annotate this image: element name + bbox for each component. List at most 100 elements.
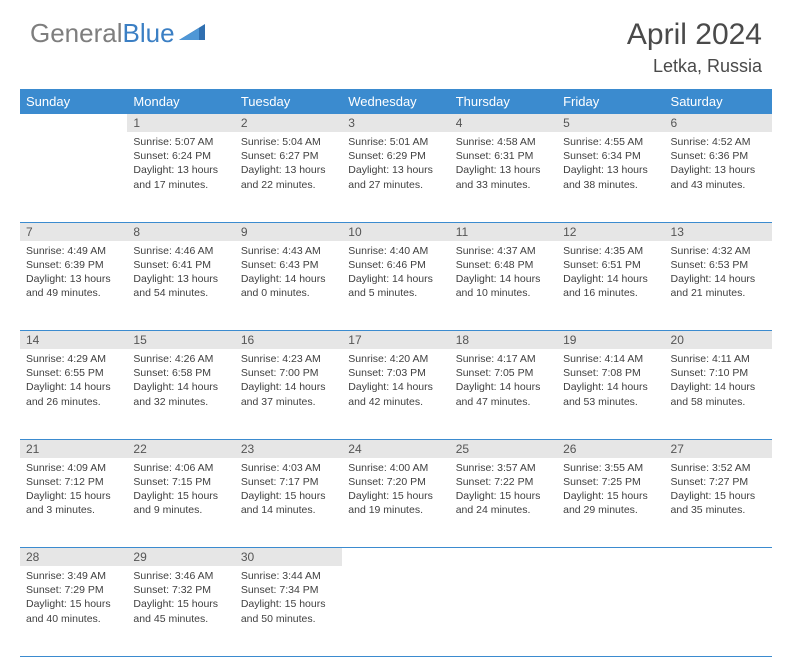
day-number-cell: [665, 548, 772, 567]
content-row: Sunrise: 4:29 AMSunset: 6:55 PMDaylight:…: [20, 349, 772, 439]
day-number-cell: 11: [450, 222, 557, 241]
day-content-cell: Sunrise: 5:01 AMSunset: 6:29 PMDaylight:…: [342, 132, 449, 222]
sunset-line: Sunset: 7:12 PM: [26, 475, 121, 489]
brand-part1: General: [30, 18, 123, 49]
weekday-header: Wednesday: [342, 89, 449, 114]
title-block: April 2024 Letka, Russia: [627, 18, 762, 77]
sunrise-line: Sunrise: 3:55 AM: [563, 461, 658, 475]
sunset-line: Sunset: 6:48 PM: [456, 258, 551, 272]
day-number-cell: [450, 548, 557, 567]
sunset-line: Sunset: 7:32 PM: [133, 583, 228, 597]
daylight-line: Daylight: 14 hours and 0 minutes.: [241, 272, 336, 300]
sunset-line: Sunset: 7:15 PM: [133, 475, 228, 489]
day-content-cell: Sunrise: 4:09 AMSunset: 7:12 PMDaylight:…: [20, 458, 127, 548]
daylight-line: Daylight: 14 hours and 53 minutes.: [563, 380, 658, 408]
day-content-cell: Sunrise: 3:46 AMSunset: 7:32 PMDaylight:…: [127, 566, 234, 656]
day-content-cell: Sunrise: 4:43 AMSunset: 6:43 PMDaylight:…: [235, 241, 342, 331]
sunrise-line: Sunrise: 3:52 AM: [671, 461, 766, 475]
sunset-line: Sunset: 7:08 PM: [563, 366, 658, 380]
sunset-line: Sunset: 6:29 PM: [348, 149, 443, 163]
sunrise-line: Sunrise: 4:26 AM: [133, 352, 228, 366]
day-number-cell: 16: [235, 331, 342, 350]
day-content-cell: Sunrise: 3:44 AMSunset: 7:34 PMDaylight:…: [235, 566, 342, 656]
daylight-line: Daylight: 14 hours and 26 minutes.: [26, 380, 121, 408]
sunset-line: Sunset: 6:36 PM: [671, 149, 766, 163]
sunset-line: Sunset: 6:24 PM: [133, 149, 228, 163]
day-number-cell: 25: [450, 439, 557, 458]
day-content-cell: Sunrise: 4:37 AMSunset: 6:48 PMDaylight:…: [450, 241, 557, 331]
day-content-cell: Sunrise: 5:04 AMSunset: 6:27 PMDaylight:…: [235, 132, 342, 222]
month-title: April 2024: [627, 18, 762, 52]
daylight-line: Daylight: 13 hours and 38 minutes.: [563, 163, 658, 191]
daylight-line: Daylight: 13 hours and 27 minutes.: [348, 163, 443, 191]
day-number-cell: 6: [665, 114, 772, 132]
daylight-line: Daylight: 14 hours and 5 minutes.: [348, 272, 443, 300]
sunrise-line: Sunrise: 4:00 AM: [348, 461, 443, 475]
day-number-cell: 18: [450, 331, 557, 350]
sunrise-line: Sunrise: 4:58 AM: [456, 135, 551, 149]
day-number-cell: 14: [20, 331, 127, 350]
day-number-cell: 7: [20, 222, 127, 241]
daynum-row: 282930: [20, 548, 772, 567]
sunrise-line: Sunrise: 5:04 AM: [241, 135, 336, 149]
sunrise-line: Sunrise: 4:35 AM: [563, 244, 658, 258]
content-row: Sunrise: 5:07 AMSunset: 6:24 PMDaylight:…: [20, 132, 772, 222]
day-number-cell: 19: [557, 331, 664, 350]
sunrise-line: Sunrise: 5:01 AM: [348, 135, 443, 149]
sunrise-line: Sunrise: 4:11 AM: [671, 352, 766, 366]
daylight-line: Daylight: 13 hours and 43 minutes.: [671, 163, 766, 191]
day-number-cell: 3: [342, 114, 449, 132]
day-number-cell: 21: [20, 439, 127, 458]
sunrise-line: Sunrise: 5:07 AM: [133, 135, 228, 149]
day-content-cell: Sunrise: 4:40 AMSunset: 6:46 PMDaylight:…: [342, 241, 449, 331]
brand-logo: GeneralBlue: [30, 18, 205, 49]
content-row: Sunrise: 4:09 AMSunset: 7:12 PMDaylight:…: [20, 458, 772, 548]
day-number-cell: 4: [450, 114, 557, 132]
weekday-header: Friday: [557, 89, 664, 114]
daylight-line: Daylight: 15 hours and 3 minutes.: [26, 489, 121, 517]
daylight-line: Daylight: 13 hours and 17 minutes.: [133, 163, 228, 191]
sunrise-line: Sunrise: 4:06 AM: [133, 461, 228, 475]
day-content-cell: Sunrise: 4:14 AMSunset: 7:08 PMDaylight:…: [557, 349, 664, 439]
day-number-cell: 24: [342, 439, 449, 458]
day-number-cell: 28: [20, 548, 127, 567]
sunset-line: Sunset: 7:20 PM: [348, 475, 443, 489]
day-number-cell: 12: [557, 222, 664, 241]
sunrise-line: Sunrise: 4:46 AM: [133, 244, 228, 258]
day-content-cell: Sunrise: 3:55 AMSunset: 7:25 PMDaylight:…: [557, 458, 664, 548]
day-content-cell: [557, 566, 664, 656]
day-content-cell: [20, 132, 127, 222]
day-content-cell: [450, 566, 557, 656]
day-content-cell: Sunrise: 4:46 AMSunset: 6:41 PMDaylight:…: [127, 241, 234, 331]
day-content-cell: Sunrise: 4:20 AMSunset: 7:03 PMDaylight:…: [342, 349, 449, 439]
day-content-cell: Sunrise: 5:07 AMSunset: 6:24 PMDaylight:…: [127, 132, 234, 222]
sunrise-line: Sunrise: 4:52 AM: [671, 135, 766, 149]
day-content-cell: [665, 566, 772, 656]
sunset-line: Sunset: 6:46 PM: [348, 258, 443, 272]
day-content-cell: Sunrise: 4:00 AMSunset: 7:20 PMDaylight:…: [342, 458, 449, 548]
content-row: Sunrise: 3:49 AMSunset: 7:29 PMDaylight:…: [20, 566, 772, 656]
day-number-cell: 10: [342, 222, 449, 241]
daylight-line: Daylight: 15 hours and 24 minutes.: [456, 489, 551, 517]
sunset-line: Sunset: 7:34 PM: [241, 583, 336, 597]
day-number-cell: 1: [127, 114, 234, 132]
daylight-line: Daylight: 13 hours and 54 minutes.: [133, 272, 228, 300]
day-number-cell: [20, 114, 127, 132]
day-content-cell: Sunrise: 4:49 AMSunset: 6:39 PMDaylight:…: [20, 241, 127, 331]
sunset-line: Sunset: 6:55 PM: [26, 366, 121, 380]
day-number-cell: 20: [665, 331, 772, 350]
day-content-cell: Sunrise: 4:55 AMSunset: 6:34 PMDaylight:…: [557, 132, 664, 222]
sunrise-line: Sunrise: 4:23 AM: [241, 352, 336, 366]
sunrise-line: Sunrise: 3:46 AM: [133, 569, 228, 583]
sunset-line: Sunset: 6:43 PM: [241, 258, 336, 272]
daylight-line: Daylight: 15 hours and 14 minutes.: [241, 489, 336, 517]
day-number-cell: 27: [665, 439, 772, 458]
day-content-cell: Sunrise: 3:57 AMSunset: 7:22 PMDaylight:…: [450, 458, 557, 548]
sunset-line: Sunset: 6:41 PM: [133, 258, 228, 272]
weekday-header: Saturday: [665, 89, 772, 114]
daylight-line: Daylight: 14 hours and 10 minutes.: [456, 272, 551, 300]
sunrise-line: Sunrise: 4:20 AM: [348, 352, 443, 366]
weekday-header: Monday: [127, 89, 234, 114]
day-content-cell: Sunrise: 4:29 AMSunset: 6:55 PMDaylight:…: [20, 349, 127, 439]
day-number-cell: 22: [127, 439, 234, 458]
